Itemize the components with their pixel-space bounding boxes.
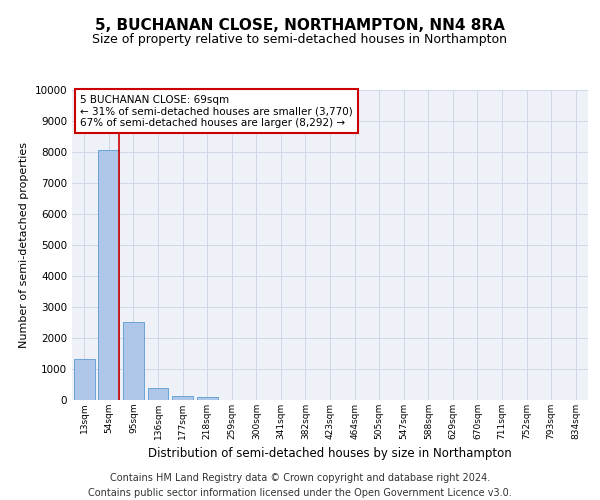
Bar — [197, 397, 218, 400]
Bar — [123, 322, 144, 400]
Text: 5 BUCHANAN CLOSE: 69sqm
← 31% of semi-detached houses are smaller (3,770)
67% of: 5 BUCHANAN CLOSE: 69sqm ← 31% of semi-de… — [80, 94, 352, 128]
Bar — [74, 359, 95, 400]
Bar — [172, 396, 193, 400]
X-axis label: Distribution of semi-detached houses by size in Northampton: Distribution of semi-detached houses by … — [148, 448, 512, 460]
Text: Contains HM Land Registry data © Crown copyright and database right 2024.
Contai: Contains HM Land Registry data © Crown c… — [88, 472, 512, 498]
Text: 5, BUCHANAN CLOSE, NORTHAMPTON, NN4 8RA: 5, BUCHANAN CLOSE, NORTHAMPTON, NN4 8RA — [95, 18, 505, 32]
Text: Size of property relative to semi-detached houses in Northampton: Size of property relative to semi-detach… — [92, 32, 508, 46]
Bar — [148, 388, 169, 400]
Bar — [98, 150, 119, 400]
Y-axis label: Number of semi-detached properties: Number of semi-detached properties — [19, 142, 29, 348]
